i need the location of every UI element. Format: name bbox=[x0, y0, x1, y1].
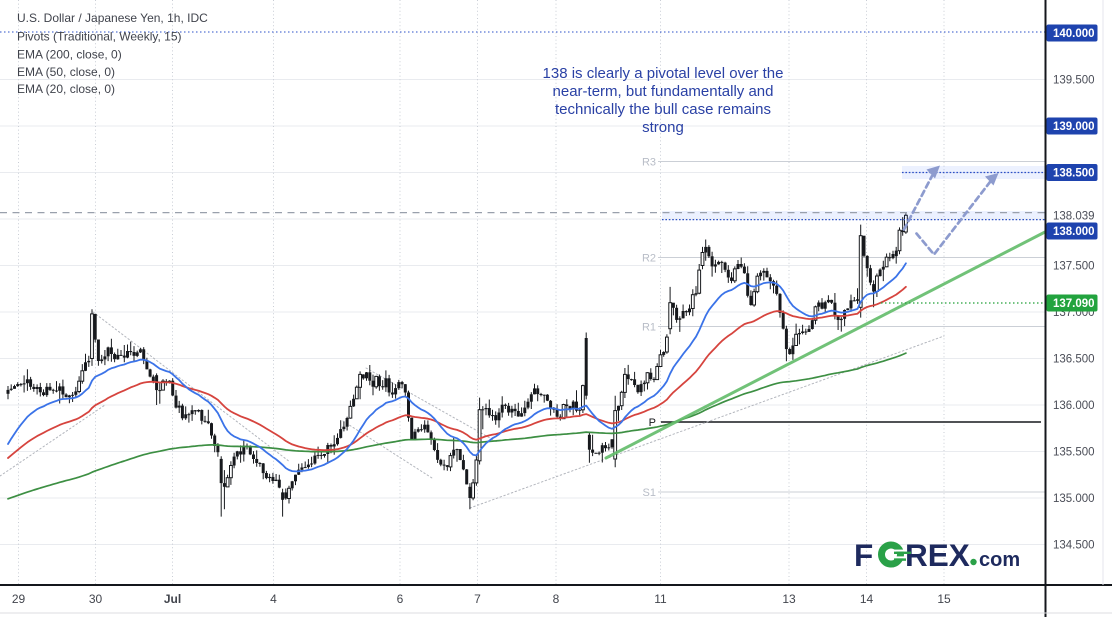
svg-text:138.039: 138.039 bbox=[1053, 210, 1095, 222]
svg-text:R3: R3 bbox=[642, 157, 656, 169]
svg-text:technically the bull case rema: technically the bull case remains bbox=[555, 101, 771, 118]
svg-text:140.000: 140.000 bbox=[1053, 28, 1095, 40]
svg-text:Jul: Jul bbox=[164, 592, 181, 606]
svg-text:F: F bbox=[854, 537, 873, 573]
svg-text:135.500: 135.500 bbox=[1053, 447, 1095, 459]
svg-text:REX: REX bbox=[905, 537, 970, 573]
svg-text:8: 8 bbox=[553, 592, 560, 606]
svg-text:S1: S1 bbox=[643, 487, 656, 499]
svg-text:138.000: 138.000 bbox=[1053, 226, 1095, 238]
svg-text:138.500: 138.500 bbox=[1053, 168, 1095, 180]
svg-text:139.500: 139.500 bbox=[1053, 75, 1095, 87]
svg-text:136.000: 136.000 bbox=[1053, 400, 1095, 412]
svg-text:138 is clearly a pivotal level: 138 is clearly a pivotal level over the bbox=[543, 65, 784, 82]
svg-text:11: 11 bbox=[654, 592, 667, 606]
svg-text:14: 14 bbox=[860, 592, 874, 606]
svg-text:Pivots (Traditional, Weekly, 1: Pivots (Traditional, Weekly, 15) bbox=[17, 30, 182, 44]
svg-text:P: P bbox=[649, 417, 656, 429]
svg-text:com: com bbox=[979, 549, 1020, 571]
svg-text:R2: R2 bbox=[642, 253, 656, 265]
svg-text:near-term, but fundamentally a: near-term, but fundamentally and bbox=[553, 83, 774, 100]
svg-text:30: 30 bbox=[89, 592, 103, 606]
svg-text:137.090: 137.090 bbox=[1053, 298, 1095, 310]
svg-text:strong: strong bbox=[642, 119, 684, 136]
svg-text:R1: R1 bbox=[642, 322, 656, 334]
svg-text:137.500: 137.500 bbox=[1053, 261, 1095, 273]
svg-text:29: 29 bbox=[12, 592, 26, 606]
svg-text:139.000: 139.000 bbox=[1053, 121, 1095, 133]
svg-text:EMA (50, close, 0): EMA (50, close, 0) bbox=[17, 65, 115, 79]
svg-text:EMA (20, close, 0): EMA (20, close, 0) bbox=[17, 82, 115, 96]
svg-text:15: 15 bbox=[937, 592, 951, 606]
svg-text:134.500: 134.500 bbox=[1053, 540, 1095, 552]
svg-text:13: 13 bbox=[782, 592, 796, 606]
svg-text:U.S. Dollar / Japanese Yen, 1h: U.S. Dollar / Japanese Yen, 1h, IDC bbox=[17, 11, 208, 25]
svg-text:7: 7 bbox=[474, 592, 481, 606]
svg-text:6: 6 bbox=[397, 592, 404, 606]
svg-text:135.000: 135.000 bbox=[1053, 493, 1095, 505]
svg-text:136.500: 136.500 bbox=[1053, 354, 1095, 366]
svg-text:4: 4 bbox=[270, 592, 277, 606]
svg-text:EMA (200, close, 0): EMA (200, close, 0) bbox=[17, 48, 122, 62]
